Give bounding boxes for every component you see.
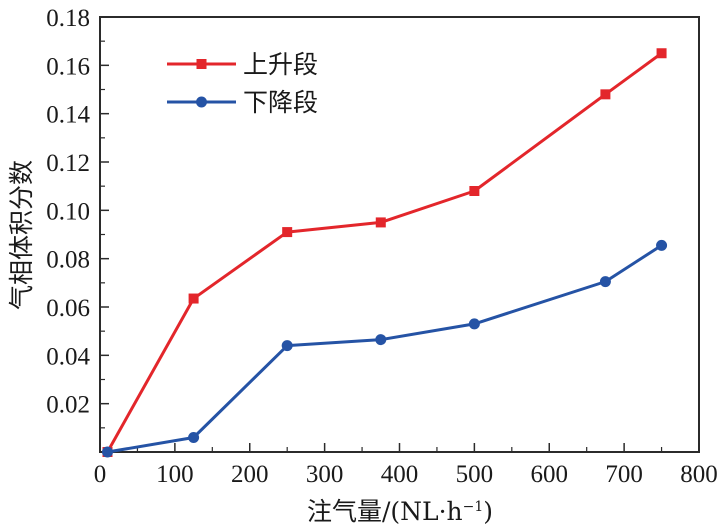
data-point-square — [656, 48, 667, 59]
data-point-circle — [375, 334, 387, 346]
legend-label: 上升段 — [243, 50, 318, 79]
x-tick-label: 300 — [306, 461, 344, 488]
x-axis-title-main: 注气量/(NL·h — [307, 497, 463, 526]
x-tick-label: 400 — [381, 461, 419, 488]
x-tick-label: 600 — [531, 461, 569, 488]
data-point-square — [375, 217, 386, 228]
x-axis-title-close: ) — [483, 497, 493, 526]
x-tick-label: 800 — [680, 461, 718, 488]
y-tick-label: 0.18 — [46, 5, 90, 32]
legend-item: 上升段 — [167, 50, 318, 79]
y-tick-label: 0.06 — [46, 295, 90, 322]
x-tick-label: 200 — [231, 461, 269, 488]
x-axis-title: 注气量/(NL·h−1) — [307, 497, 493, 526]
y-axis-title: 气相体积分数 — [7, 160, 36, 310]
y-tick-label: 0.16 — [46, 53, 90, 80]
series-layer — [101, 48, 668, 458]
y-tick-label: 0.14 — [46, 102, 90, 129]
x-tick-label: 0 — [94, 461, 107, 488]
data-point-circle — [101, 446, 113, 458]
data-point-square — [469, 186, 480, 196]
y-tick-label: 0.04 — [46, 343, 90, 370]
data-point-square — [600, 89, 611, 100]
data-point-circle — [188, 432, 200, 443]
series-2 — [101, 239, 668, 458]
data-point-square — [188, 293, 199, 304]
legend-label: 下降段 — [243, 88, 318, 117]
y-tick-label: 0.08 — [46, 247, 90, 274]
series-line — [107, 244, 663, 454]
data-point-square — [282, 227, 293, 238]
series-line — [106, 52, 663, 453]
x-axis-title-sup: −1 — [463, 499, 484, 515]
data-point-circle — [281, 340, 293, 352]
legend-marker-circle — [196, 96, 207, 108]
plot-frame — [99, 16, 700, 453]
axes: 0 100 200 300 400 500 600 700 800 0.02 0.04 0.06 0.0… — [46, 5, 718, 488]
data-point-circle — [656, 239, 668, 251]
series-1 — [102, 48, 667, 457]
legend-item: 下降段 — [167, 88, 318, 117]
y-tick-label: 0.12 — [46, 150, 90, 177]
data-point-circle — [468, 318, 480, 330]
x-tick-label: 500 — [456, 461, 494, 488]
y-tick-label: 0.02 — [46, 392, 90, 419]
y-tick-label: 0.10 — [46, 198, 90, 225]
x-tick-label: 700 — [605, 461, 643, 488]
data-point-circle — [599, 276, 611, 288]
x-tick-label: 100 — [156, 461, 194, 488]
legend-marker-square — [196, 59, 207, 69]
